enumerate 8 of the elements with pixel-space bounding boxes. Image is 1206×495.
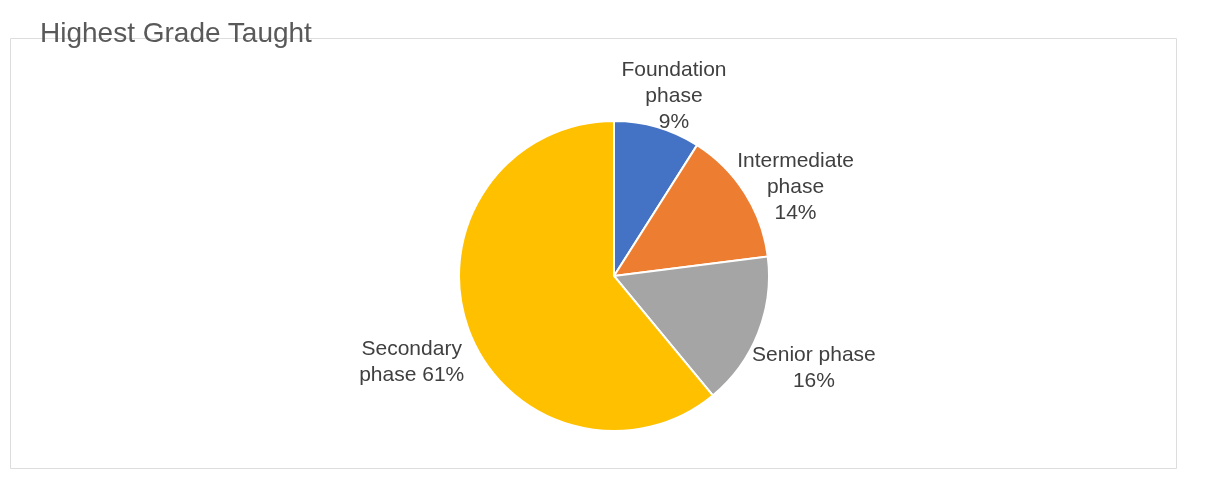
data-label: 14% bbox=[774, 199, 817, 223]
slice-label: Intermediate phase bbox=[737, 147, 854, 197]
slice-label: Foundation phase bbox=[621, 56, 727, 106]
data-label: 16% bbox=[792, 368, 835, 392]
data-label: 9% bbox=[658, 108, 690, 132]
chart-title: Highest Grade Taught bbox=[40, 17, 313, 48]
slice-label: Senior phase bbox=[752, 342, 876, 366]
slice-label: Secondary phase 61% bbox=[359, 335, 465, 385]
